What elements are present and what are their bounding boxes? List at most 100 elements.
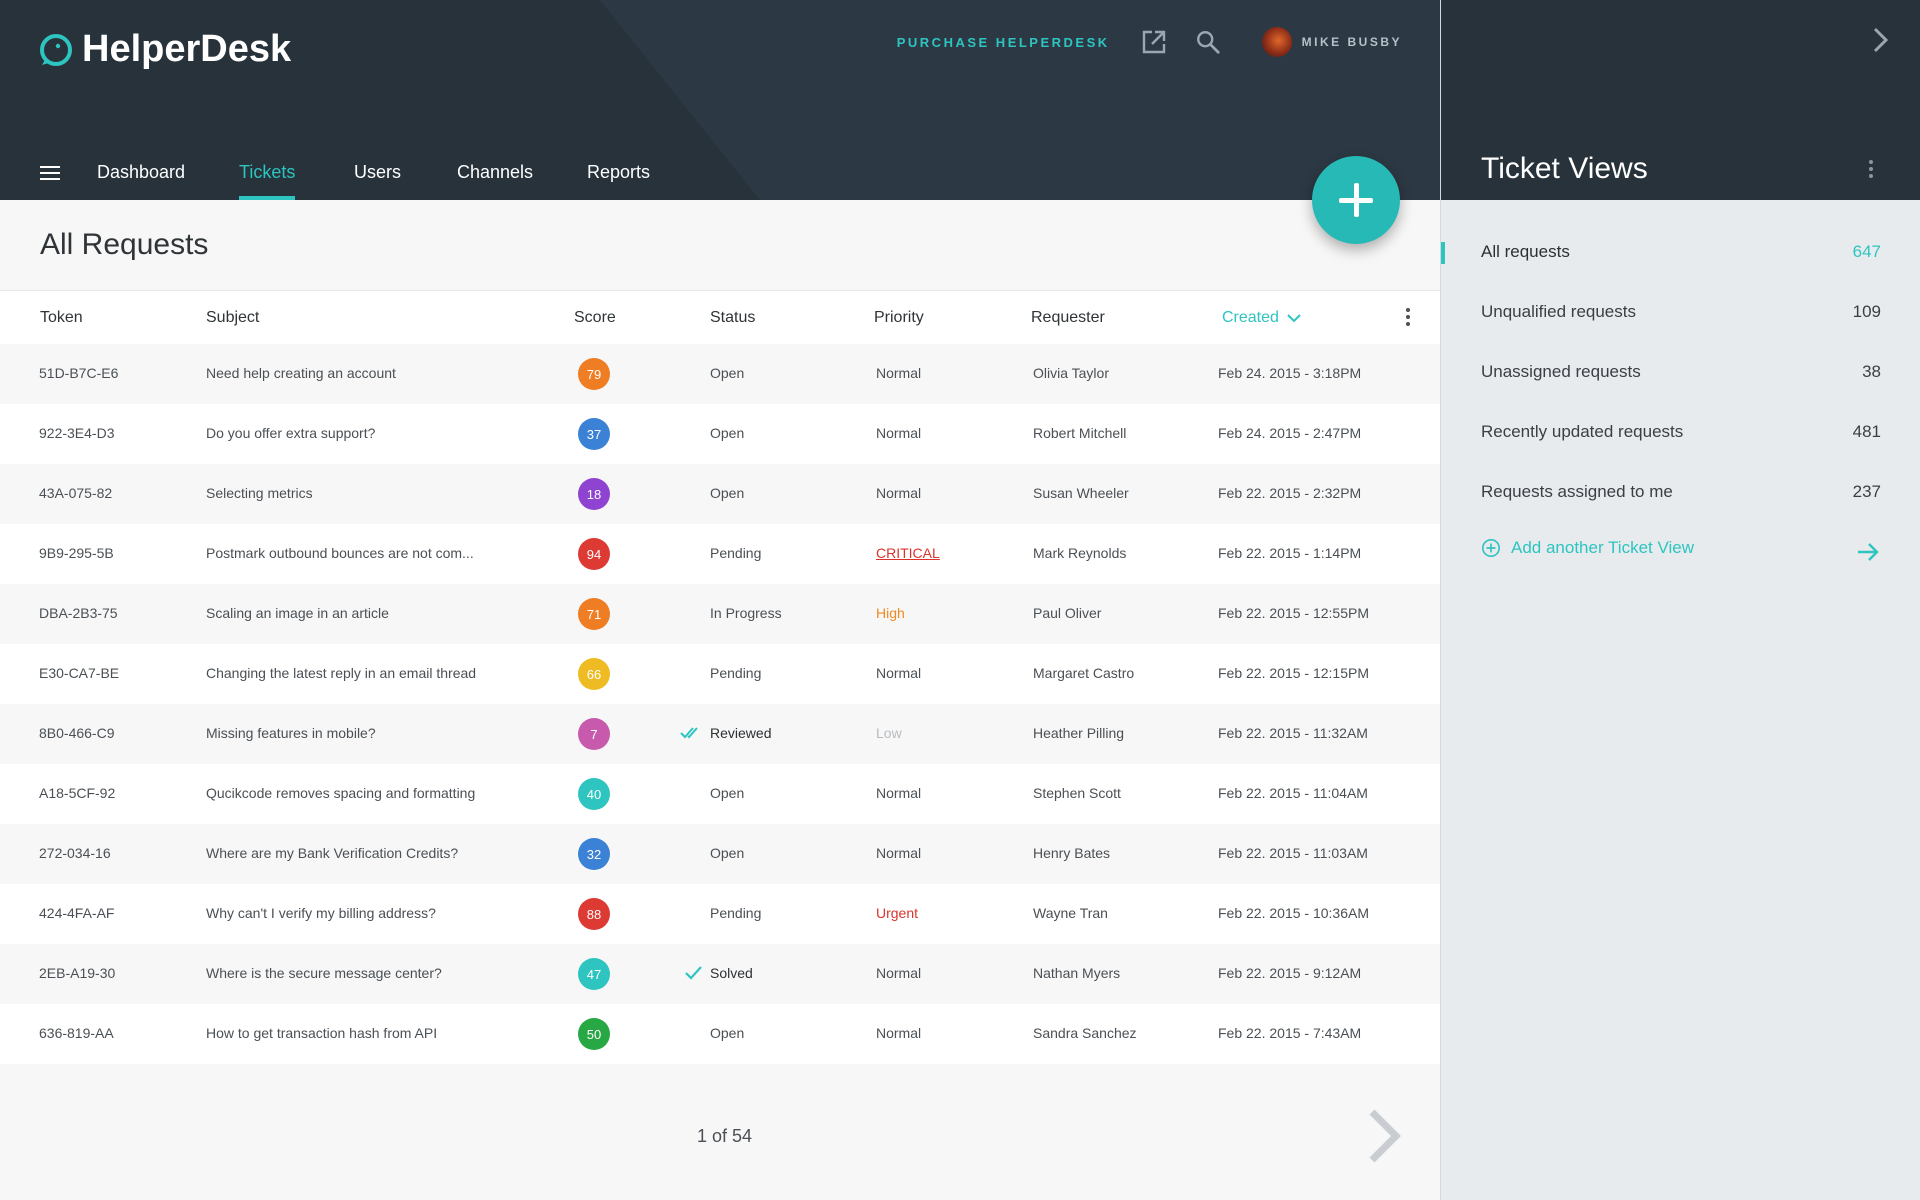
ticket-subject[interactable]: Missing features in mobile? [206, 725, 376, 741]
ticket-status: Pending [710, 545, 762, 561]
ticket-token[interactable]: 424-4FA-AF [39, 905, 115, 921]
ticket-view-count: 647 [1852, 242, 1881, 261]
ticket-view-label: Requests assigned to me [1481, 482, 1673, 501]
ticket-view-item[interactable]: All requests 647 [1441, 238, 1920, 268]
ticket-requester[interactable]: Nathan Myers [1033, 965, 1121, 981]
ticket-requester[interactable]: Robert Mitchell [1033, 425, 1127, 441]
add-ticket-button[interactable] [1312, 156, 1400, 244]
ticket-subject[interactable]: Where are my Bank Verification Credits? [206, 845, 459, 861]
table-row[interactable]: 272-034-16 Where are my Bank Verification… [0, 824, 1440, 884]
table-row[interactable]: 51D-B7C-E6 Need help creating an account 7… [0, 344, 1440, 404]
ticket-token[interactable]: 9B9-295-5B [39, 545, 114, 561]
ticket-subject[interactable]: Where is the secure message center? [206, 965, 442, 981]
nav-channels[interactable]: Channels [457, 162, 534, 182]
search-icon[interactable] [1192, 26, 1224, 58]
ticket-status: Open [710, 365, 745, 381]
ticket-requester[interactable]: Paul Oliver [1033, 605, 1102, 621]
ticket-token[interactable]: 636-819-AA [39, 1025, 114, 1041]
active-indicator [1441, 242, 1445, 264]
ticket-created: Feb 22. 2015 - 10:36AM [1218, 905, 1369, 921]
user-name[interactable]: MIKE BUSBY [1301, 35, 1402, 49]
ticket-token[interactable]: DBA-2B3-75 [39, 605, 118, 621]
score-badge: 18 [578, 478, 610, 510]
ticket-status: Pending [710, 665, 762, 681]
ticket-requester[interactable]: Heather Pilling [1033, 725, 1125, 741]
check-icon [685, 966, 702, 980]
ticket-subject[interactable]: How to get transaction hash from API [206, 1025, 438, 1041]
add-ticket-view-link[interactable]: Add another Ticket View [1481, 538, 1694, 558]
ticket-token[interactable]: 8B0-466-C9 [39, 725, 115, 741]
ticket-requester[interactable]: Stephen Scott [1033, 785, 1121, 801]
ticket-requester[interactable]: Henry Bates [1033, 845, 1111, 861]
score-badge: 79 [578, 358, 610, 390]
arrow-right-icon[interactable] [1856, 540, 1880, 564]
ticket-priority: Normal [876, 425, 922, 441]
ticket-token[interactable]: A18-5CF-92 [39, 785, 116, 801]
column-status[interactable]: Status [710, 309, 756, 326]
ticket-token[interactable]: 272-034-16 [39, 845, 111, 861]
column-requester[interactable]: Requester [1031, 309, 1105, 326]
external-link-icon[interactable] [1138, 26, 1170, 58]
ticket-requester[interactable]: Susan Wheeler [1033, 485, 1129, 501]
column-score[interactable]: Score [574, 309, 616, 326]
ticket-token[interactable]: 2EB-A19-30 [39, 965, 116, 981]
column-created-label: Created [1222, 309, 1279, 326]
ticket-requester[interactable]: Sandra Sanchez [1033, 1025, 1137, 1041]
ticket-priority: Normal [876, 485, 922, 501]
table-row[interactable]: DBA-2B3-75 Scaling an image in an article… [0, 584, 1440, 644]
ticket-requester[interactable]: Olivia Taylor [1033, 365, 1109, 381]
ticket-subject[interactable]: Do you offer extra support? [206, 425, 376, 441]
nav-tickets[interactable]: Tickets [239, 162, 296, 200]
app-logo[interactable]: HelperDesk [38, 28, 291, 71]
ticket-requester[interactable]: Margaret Castro [1033, 665, 1135, 681]
table-row[interactable]: 922-3E4-D3 Do you offer extra support? 37 O… [0, 404, 1440, 464]
score-badge: 94 [578, 538, 610, 570]
ticket-view-label: All requests [1481, 242, 1570, 261]
ticket-created: Feb 22. 2015 - 12:15PM [1218, 665, 1369, 681]
ticket-token[interactable]: 43A-075-82 [39, 485, 113, 501]
table-row[interactable]: E30-CA7-BE Changing the latest reply in a… [0, 644, 1440, 704]
ticket-subject[interactable]: Qucikcode removes spacing and formatting [206, 785, 476, 801]
menu-icon[interactable] [40, 166, 60, 180]
ticket-subject[interactable]: Scaling an image in an article [206, 605, 389, 621]
column-subject[interactable]: Subject [206, 309, 260, 326]
table-row[interactable]: 8B0-466-C9 Missing features in mobile? 7 Re… [0, 704, 1440, 764]
column-priority[interactable]: Priority [874, 309, 924, 326]
next-page-icon[interactable] [1364, 1108, 1404, 1164]
ticket-view-item[interactable]: Unqualified requests 109 [1441, 298, 1920, 328]
nav-users[interactable]: Users [354, 162, 402, 182]
nav-reports[interactable]: Reports [587, 162, 651, 182]
table-row[interactable]: 43A-075-82 Selecting metrics 18 Open Normal S… [0, 464, 1440, 524]
table-row[interactable]: 636-819-AA How to get transaction hash fr… [0, 1004, 1440, 1064]
user-avatar[interactable] [1261, 27, 1292, 57]
table-row[interactable]: A18-5CF-92 Qucikcode removes spacing and … [0, 764, 1440, 824]
ticket-views-options-icon[interactable] [1869, 160, 1873, 181]
ticket-subject[interactable]: Changing the latest reply in an email th… [206, 665, 477, 681]
chevron-right-icon[interactable] [1871, 26, 1891, 54]
ticket-view-item[interactable]: Unassigned requests 38 [1441, 358, 1920, 388]
ticket-view-item[interactable]: Requests assigned to me 237 [1441, 478, 1920, 508]
ticket-priority: Normal [876, 785, 922, 801]
ticket-subject[interactable]: Need help creating an account [206, 365, 396, 381]
table-options-icon[interactable] [1406, 308, 1410, 329]
chevron-down-icon [1287, 314, 1301, 323]
ticket-requester[interactable]: Mark Reynolds [1033, 545, 1127, 561]
nav-dashboard[interactable]: Dashboard [97, 162, 186, 182]
ticket-subject[interactable]: Selecting metrics [206, 485, 313, 501]
table-row[interactable]: 424-4FA-AF Why can't I verify my billing … [0, 884, 1440, 944]
column-created[interactable]: Created [1222, 309, 1301, 327]
ticket-subject[interactable]: Postmark outbound bounces are not com... [206, 545, 474, 561]
ticket-token[interactable]: 922-3E4-D3 [39, 425, 115, 441]
ticket-subject[interactable]: Why can't I verify my billing address? [206, 905, 436, 921]
purchase-link[interactable]: PURCHASE HELPERDESK [896, 34, 1110, 50]
ticket-requester[interactable]: Wayne Tran [1033, 905, 1108, 921]
column-token[interactable]: Token [40, 309, 83, 326]
ticket-status: Open [710, 785, 745, 801]
table-row[interactable]: 9B9-295-5B Postmark outbound bounces are … [0, 524, 1440, 584]
ticket-view-item[interactable]: Recently updated requests 481 [1441, 418, 1920, 448]
ticket-token[interactable]: 51D-B7C-E6 [39, 365, 119, 381]
ticket-view-count: 481 [1852, 422, 1881, 441]
ticket-token[interactable]: E30-CA7-BE [39, 665, 120, 681]
table-row[interactable]: 2EB-A19-30 Where is the secure message ce… [0, 944, 1440, 1004]
ticket-created: Feb 22. 2015 - 11:04AM [1218, 785, 1368, 801]
